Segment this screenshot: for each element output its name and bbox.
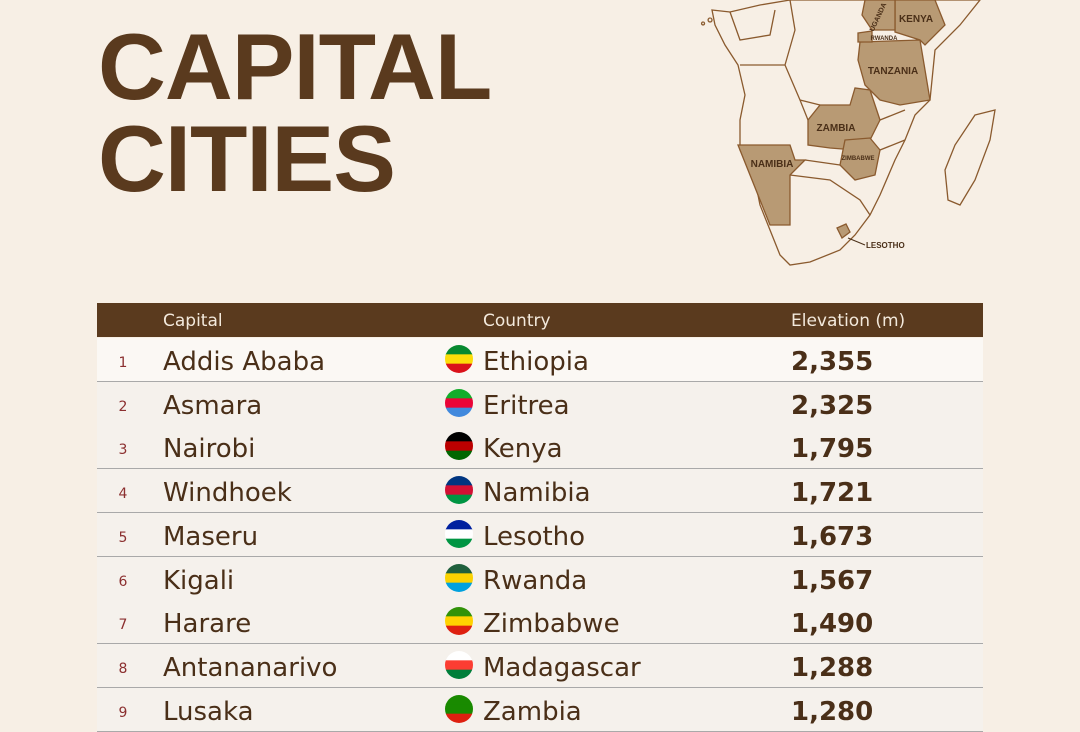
map-label: ZAMBIA: [817, 123, 856, 134]
flag: [445, 694, 473, 723]
table-row: 9 Lusaka Zambia 1,280: [97, 687, 983, 732]
flag-icon: [445, 345, 473, 373]
table-row: 7 Harare Zimbabwe 1,490: [97, 600, 983, 645]
table-row: 8 Antananarivo Madagascar 1,288: [97, 643, 983, 688]
cell-rank: 3: [118, 442, 128, 459]
table-row: 1 Addis Ababa Ethiopia 2,355: [97, 338, 983, 382]
cell-capital: Nairobi: [163, 434, 256, 465]
cell-capital: Maseru: [163, 521, 259, 552]
map-label: TANZANIA: [868, 66, 918, 77]
cell-rank: 8: [118, 660, 128, 677]
column-header: Capital: [163, 311, 223, 331]
flag-icon: [445, 563, 473, 592]
flag-icon: [445, 650, 473, 679]
cell-rank: 2: [118, 398, 128, 415]
cell-rank: 1: [118, 355, 128, 371]
cell-capital: Asmara: [163, 390, 263, 421]
cell-capital: Lusaka: [163, 696, 254, 727]
flag-icon: [445, 476, 473, 505]
map-label: RWANDA: [871, 36, 899, 42]
map-label: KENYA: [899, 14, 933, 25]
cell-rank: 6: [118, 573, 128, 590]
table-row: 6 Kigali Rwanda 1,567: [97, 556, 983, 601]
map-label: LESOTHO: [866, 241, 905, 250]
cell-country: Eritrea: [483, 390, 570, 421]
table-row: 3 Nairobi Kenya 1,795: [97, 425, 983, 470]
cell-country: Lesotho: [483, 521, 586, 552]
cell-elevation: 1,673: [791, 521, 874, 552]
flag-icon: [445, 519, 473, 548]
cell-country: Madagascar: [483, 652, 641, 683]
cell-country: Rwanda: [483, 565, 588, 596]
map-label: ZIMBABWE: [842, 156, 875, 162]
column-header: Country: [483, 311, 551, 331]
flag: [445, 345, 473, 373]
cell-elevation: 1,795: [791, 434, 874, 465]
cell-capital: Windhoek: [163, 478, 292, 509]
cell-elevation: 1,567: [791, 565, 874, 596]
table-row: 4 Windhoek Namibia 1,721: [97, 469, 983, 514]
flag-icon: [445, 607, 473, 636]
cell-capital: Addis Ababa: [163, 347, 326, 377]
flag: [445, 519, 473, 548]
cell-country: Kenya: [483, 434, 563, 465]
table-row: 5 Maseru Lesotho 1,673: [97, 512, 983, 557]
cell-rank: 5: [118, 529, 128, 546]
cell-capital: Kigali: [163, 565, 235, 596]
map-label: NAMIBIA: [751, 159, 794, 170]
map-countries: [737, 0, 946, 239]
title-line: CITIES: [98, 106, 396, 211]
cell-elevation: 1,721: [791, 478, 874, 509]
table-row: 2 Asmara Eritrea 2,325: [97, 381, 983, 426]
flag: [445, 650, 473, 679]
flag: [445, 563, 473, 592]
map: KENYA UGANDA RWANDA TANZANIA ZAMBIA ZIMB…: [700, 0, 996, 266]
flag: [445, 432, 473, 461]
leader-line: [847, 237, 866, 246]
cell-country: Ethiopia: [483, 347, 589, 377]
flag: [445, 388, 473, 417]
flag-icon: [445, 432, 473, 461]
cell-capital: Antananarivo: [163, 652, 338, 683]
cell-capital: Harare: [163, 609, 252, 640]
cell-rank: 4: [118, 486, 128, 503]
cell-elevation: 1,288: [791, 652, 874, 683]
flag-icon: [445, 388, 473, 417]
flag: [445, 476, 473, 505]
cell-elevation: 2,325: [791, 390, 874, 421]
cell-elevation: 2,355: [791, 347, 874, 377]
table-header: Capital Country Elevation (m): [97, 303, 983, 337]
cell-country: Zimbabwe: [483, 609, 620, 640]
flag-icon: [445, 694, 473, 723]
title-line: CAPITAL: [98, 14, 492, 119]
cell-elevation: 1,280: [791, 696, 874, 727]
cell-elevation: 1,490: [791, 609, 874, 640]
cell-rank: 7: [118, 617, 128, 634]
cell-country: Namibia: [483, 478, 591, 509]
cell-country: Zambia: [483, 696, 582, 727]
column-header: Elevation (m): [791, 311, 906, 331]
cell-rank: 9: [118, 704, 128, 721]
flag: [445, 607, 473, 636]
